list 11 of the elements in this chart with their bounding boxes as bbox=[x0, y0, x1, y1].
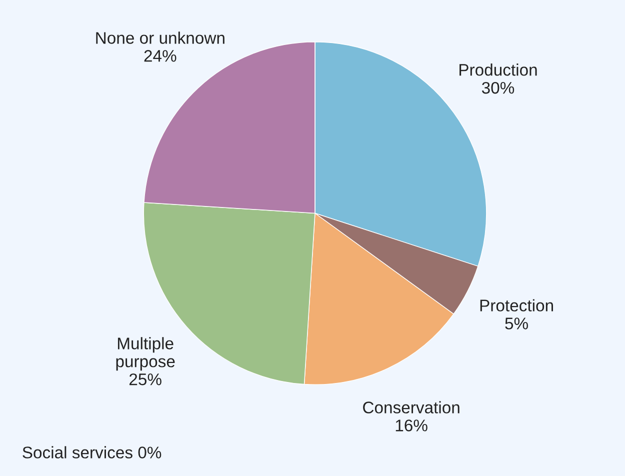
category-label: Social services 0% bbox=[22, 446, 162, 458]
slice-label: Protection bbox=[480, 299, 553, 312]
slice-label: Production bbox=[460, 64, 537, 76]
slice-label: None or unknown bbox=[96, 32, 224, 44]
data-label: 24% bbox=[144, 50, 176, 62]
data-label: 30% bbox=[482, 82, 514, 94]
slice-label: Multiple purpose bbox=[116, 337, 175, 371]
slice-label: Conservation bbox=[363, 401, 460, 414]
data-label: 5% bbox=[505, 318, 528, 330]
data-label: 16% bbox=[396, 420, 428, 432]
data-label: 25% bbox=[129, 373, 162, 386]
